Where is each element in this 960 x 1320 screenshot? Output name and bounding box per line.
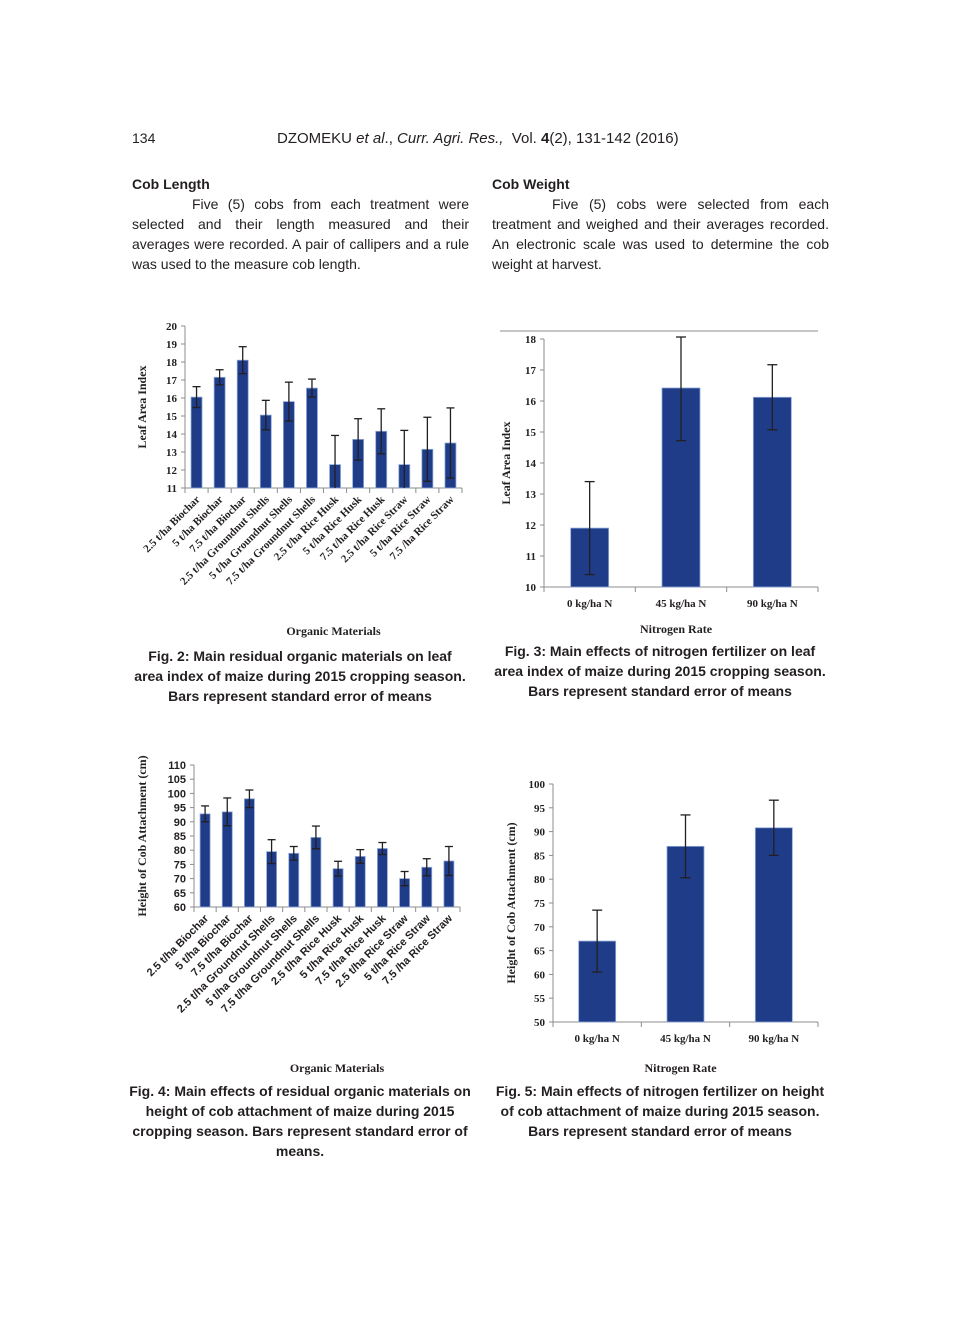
y-tick-label: 11	[526, 551, 536, 563]
section-cob-length: Cob Length Five (5) cobs from each treat…	[132, 174, 469, 274]
section-heading: Cob Length	[132, 176, 210, 192]
y-tick-label: 70	[174, 874, 186, 886]
y-tick-label: 14	[525, 458, 537, 470]
x-category-label: 45 kg/ha N	[656, 598, 707, 610]
x-category-label: 0 kg/ha N	[567, 598, 612, 610]
y-tick-label: 11	[167, 483, 177, 495]
figure-5-caption: Fig. 5: Main effects of nitrogen fertili…	[495, 1083, 825, 1139]
y-tick-label: 75	[174, 859, 186, 871]
section-heading: Cob Weight	[492, 176, 570, 192]
y-tick-label: 60	[174, 902, 186, 914]
y-tick-label: 80	[534, 874, 546, 886]
section-cob-weight: Cob Weight Five (5) cobs were selected f…	[492, 174, 829, 274]
y-axis-title: Height of Cob Attachment (cm)	[504, 822, 518, 983]
y-tick-label: 18	[525, 334, 537, 346]
journal-name: Curr. Agri. Res.,	[397, 130, 504, 147]
x-category-label: 45 kg/ha N	[660, 1033, 711, 1045]
section-body: Five (5) cobs were selected from each tr…	[492, 196, 829, 272]
y-tick-label: 17	[525, 365, 537, 377]
x-axis-title: Organic Materials	[290, 1061, 385, 1075]
y-tick-label: 95	[174, 803, 186, 815]
y-tick-label: 65	[174, 888, 186, 900]
y-tick-label: 75	[534, 898, 546, 910]
y-tick-label: 90	[534, 827, 546, 839]
x-axis-title: Nitrogen Rate	[640, 622, 713, 636]
y-tick-label: 90	[174, 817, 186, 829]
y-tick-label: 15	[525, 427, 537, 439]
x-category-label: 90 kg/ha N	[748, 1033, 799, 1045]
y-tick-label: 80	[174, 845, 186, 857]
running-head: DZOMEKU et al., Curr. Agri. Res., Vol. 4…	[277, 130, 679, 147]
y-tick-label: 60	[534, 969, 546, 981]
y-tick-label: 14	[166, 429, 178, 441]
y-tick-label: 17	[166, 375, 178, 387]
y-tick-label: 85	[534, 850, 546, 862]
y-tick-label: 105	[168, 774, 186, 786]
y-tick-label: 65	[534, 946, 546, 958]
y-tick-label: 13	[166, 447, 178, 459]
y-tick-label: 12	[525, 520, 537, 532]
y-tick-label: 70	[534, 922, 546, 934]
y-tick-label: 16	[166, 393, 178, 405]
y-tick-label: 16	[525, 396, 537, 408]
author: DZOMEKU	[277, 130, 352, 147]
y-tick-label: 13	[525, 489, 537, 501]
section-body: Five (5) cobs from each treatment were s…	[132, 196, 469, 272]
issue-pages-year: (2), 131-142 (2016)	[549, 130, 679, 147]
y-tick-label: 100	[529, 779, 546, 791]
x-axis-title: Nitrogen Rate	[644, 1061, 717, 1075]
y-axis-title: Height of Cob Attachment (cm)	[135, 755, 149, 916]
bar	[754, 827, 793, 1023]
y-axis-title: Leaf Area Index	[499, 421, 513, 504]
y-tick-label: 18	[166, 357, 178, 369]
x-category-label: 0 kg/ha N	[575, 1033, 620, 1045]
y-tick-label: 10	[525, 582, 537, 594]
y-tick-label: 12	[166, 465, 178, 477]
y-axis-title: Leaf Area Index	[135, 365, 149, 448]
y-tick-label: 55	[534, 993, 546, 1005]
page-number: 134	[132, 130, 156, 146]
figure-3-caption: Fig. 3: Main effects of nitrogen fertili…	[494, 643, 826, 699]
volume-label: Vol.	[511, 130, 537, 147]
y-tick-label: 100	[168, 788, 186, 800]
y-tick-label: 50	[534, 1017, 546, 1029]
et-al: et al	[356, 130, 385, 147]
y-tick-label: 110	[168, 760, 186, 772]
y-tick-label: 15	[166, 411, 178, 423]
figure-2-caption: Fig. 2: Main residual organic materials …	[134, 648, 466, 704]
x-category-label: 90 kg/ha N	[747, 598, 798, 610]
y-tick-label: 95	[534, 803, 546, 815]
figure-4-caption: Fig. 4: Main effects of residual organic…	[129, 1083, 471, 1159]
volume-number: 4	[541, 130, 550, 147]
y-tick-label: 20	[166, 321, 178, 333]
y-tick-label: 19	[166, 339, 178, 351]
x-axis-title: Organic Materials	[286, 624, 381, 638]
y-tick-label: 85	[174, 831, 186, 843]
